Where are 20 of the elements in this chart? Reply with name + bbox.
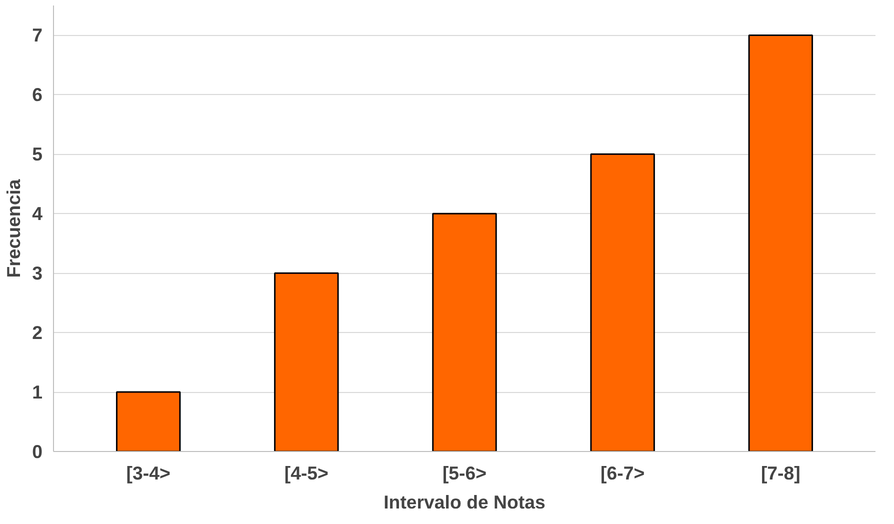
x-tick-label: [4-5> [284,462,329,484]
x-tick-label: [5-6> [442,462,487,484]
x-tick-label: [7-8] [760,462,800,484]
bar [590,153,655,452]
y-tick-label: 7 [32,24,43,46]
y-tick-label: 5 [32,144,43,165]
y-tick-label: 0 [32,441,43,462]
x-axis-title: Intervalo de Notas [384,492,546,512]
y-tick-label: 6 [32,84,43,106]
bar [274,272,339,452]
y-tick-label: 3 [32,262,43,284]
bar [116,391,181,452]
y-tick-label: 2 [32,322,43,344]
x-tick-label: [3-4> [126,462,170,484]
bar [748,34,814,452]
y-tick-label: 4 [32,203,44,224]
x-tick-label: [6-7> [600,462,645,484]
y-axis-title: Frecuencia [3,178,24,278]
y-tick-label: 1 [32,382,43,403]
bar [432,212,497,452]
